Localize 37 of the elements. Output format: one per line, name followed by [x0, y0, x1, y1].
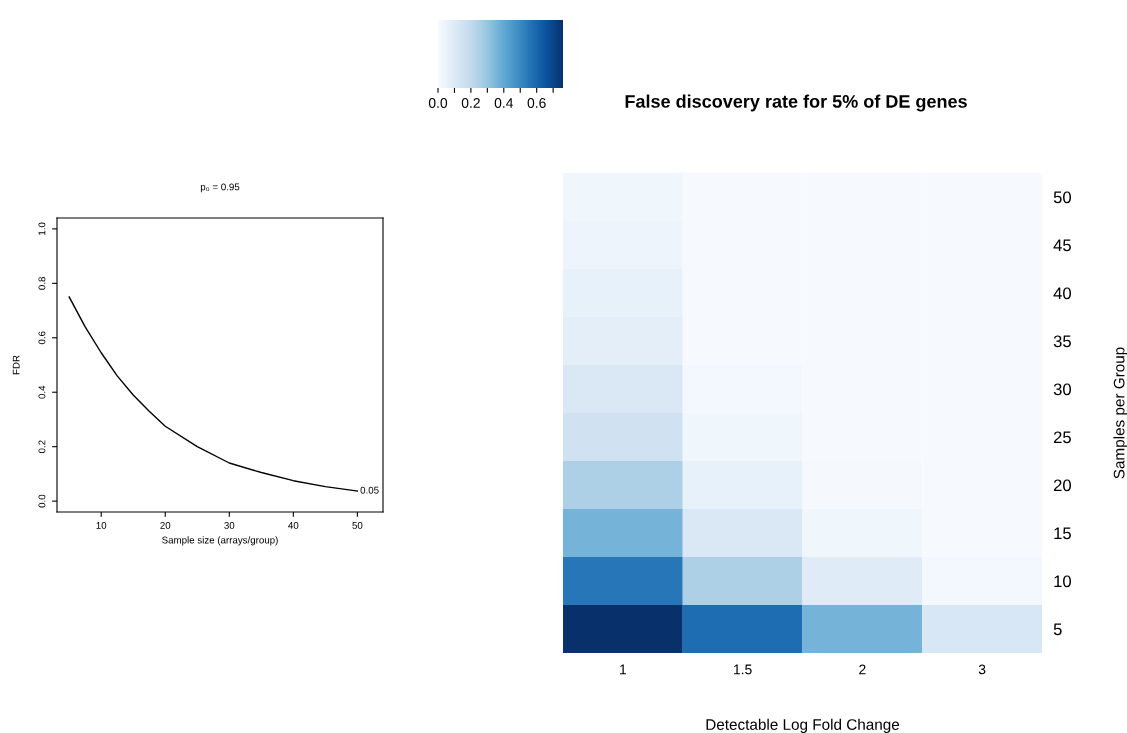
- y-tick-label: 0.4: [38, 385, 46, 399]
- y-tick-label: 35: [1053, 335, 1071, 348]
- x-tick-label: 3: [978, 664, 986, 675]
- x-tick-label: 1.5: [734, 664, 752, 675]
- y-tick-label: 50: [1053, 191, 1071, 204]
- x-tick-label: 40: [288, 521, 299, 529]
- x-tick-label: 1: [620, 664, 627, 675]
- annotation: 0.05: [360, 486, 379, 494]
- chart-title: p₀ = 0.95: [200, 183, 240, 193]
- y-tick-label: 10: [1054, 575, 1071, 588]
- y-tick-label: 30: [1053, 383, 1071, 396]
- y-tick-label: 0.0: [38, 494, 46, 508]
- x-tick-label: 30: [224, 521, 235, 529]
- y-tick-label: 1.0: [38, 222, 46, 235]
- y-tick-label: 0.6: [38, 331, 46, 345]
- y-tick-label: 25: [1053, 431, 1071, 444]
- x-tick-label: 50: [352, 521, 363, 529]
- y-tick-label: 20: [1053, 479, 1071, 492]
- line-series: [68, 296, 359, 492]
- y-axis-title: FDR: [12, 355, 20, 375]
- chart-title: False discovery rate for 5% of DE genes: [625, 94, 967, 112]
- y-tick-label: 45: [1053, 239, 1071, 252]
- x-axis-title: Sample size (arrays/group): [162, 536, 278, 546]
- x-tick-label: 20: [160, 521, 171, 529]
- y-tick-label: 40: [1053, 287, 1071, 300]
- x-tick-label: 10: [96, 521, 107, 529]
- color-bar-label: 0.6: [527, 98, 546, 108]
- color-bar-label: 0.4: [494, 98, 514, 108]
- y-axis-title: Samples per Group: [1113, 347, 1127, 479]
- x-tick-label: 2: [859, 664, 866, 675]
- y-tick-label: 0.2: [38, 440, 46, 454]
- y-tick-label: 0.8: [38, 277, 46, 290]
- color-bar-label: 0.0: [428, 98, 448, 108]
- color-bar-label: 0.2: [461, 98, 480, 108]
- y-tick-label: 15: [1054, 527, 1071, 540]
- x-axis-title: Detectable Log Fold Change: [706, 718, 900, 733]
- y-tick-label: 5: [1053, 623, 1062, 636]
